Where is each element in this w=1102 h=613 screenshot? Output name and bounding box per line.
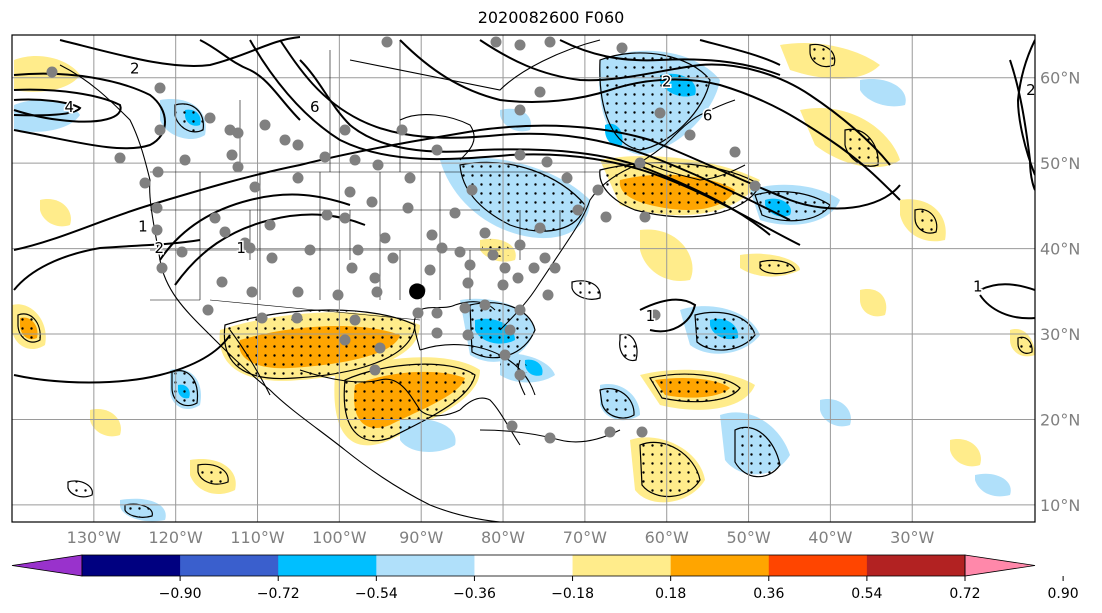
contour-label: 1 bbox=[646, 307, 656, 325]
contour-label: 2 bbox=[1026, 81, 1036, 99]
longitude-labels: 130°W 120°W 110°W 100°W 90°W 80°W 70°W 60°W 50°W… bbox=[67, 528, 935, 547]
highlighted-station bbox=[409, 283, 426, 300]
map-frame bbox=[11, 34, 1036, 523]
lat-tick-label: 10°N bbox=[1040, 496, 1080, 515]
colorbar-segment bbox=[670, 555, 770, 576]
colorbar-segment bbox=[82, 555, 181, 576]
colorbar-segment bbox=[768, 555, 868, 576]
graticule bbox=[12, 35, 1035, 522]
colorbar-segment bbox=[572, 555, 672, 576]
colorbar-tick-label: −0.54 bbox=[355, 586, 398, 602]
contour-label: 4 bbox=[65, 98, 75, 116]
contour-label: 6 bbox=[310, 98, 320, 116]
colorbar-tick-label: −0.18 bbox=[551, 586, 594, 602]
colorbar-segment bbox=[474, 555, 574, 576]
lon-tick-label: 50°W bbox=[726, 528, 770, 547]
colorbar-tick-label: 0.36 bbox=[753, 586, 784, 602]
contour-label: 2 bbox=[662, 72, 672, 90]
lat-tick-label: 60°N bbox=[1040, 69, 1080, 88]
colorbar-tick-label: 0.54 bbox=[851, 586, 882, 602]
lat-tick-label: 50°N bbox=[1040, 154, 1080, 173]
colorbar-segment bbox=[180, 555, 279, 576]
lon-tick-label: 90°W bbox=[399, 528, 443, 547]
colorbar: −0.90 −0.72 −0.54 −0.36 −0.18 0.18 0.36 0.54 0.7… bbox=[11, 554, 1079, 602]
colorbar-tick-label: 0.90 bbox=[1048, 586, 1079, 602]
significance-outlines bbox=[17, 43, 1033, 518]
colorbar-extend-high bbox=[964, 554, 1036, 577]
map-title: 2020082600 F060 bbox=[477, 8, 625, 27]
contour-label: 1 bbox=[973, 277, 983, 295]
colorbar-segment bbox=[376, 555, 475, 576]
colorbar-tick-label: −0.90 bbox=[159, 586, 202, 602]
lon-tick-label: 110°W bbox=[230, 528, 285, 547]
contour-label: 1 bbox=[236, 239, 246, 257]
colorbar-segment bbox=[278, 555, 377, 576]
colorbar-frame bbox=[81, 554, 966, 577]
colorbar-tick-label: −0.36 bbox=[453, 586, 496, 602]
colorbar-segment bbox=[866, 555, 966, 576]
contour-label: 2 bbox=[130, 59, 140, 77]
contour-label: 1 bbox=[138, 218, 148, 236]
lon-tick-label: 60°W bbox=[645, 528, 689, 547]
lat-tick-label: 30°N bbox=[1040, 325, 1080, 344]
lat-tick-label: 20°N bbox=[1040, 410, 1080, 429]
lon-tick-label: 100°W bbox=[312, 528, 367, 547]
colorbar-tick-label: 0.72 bbox=[949, 586, 980, 602]
colorbar-extend-low bbox=[11, 554, 83, 577]
contour-label: 6 bbox=[703, 106, 713, 124]
lat-tick-label: 40°N bbox=[1040, 240, 1080, 259]
station-markers bbox=[46, 36, 761, 444]
latitude-labels: 10°N 20°N 30°N 40°N 50°N 60°N bbox=[1040, 69, 1080, 515]
lon-tick-label: 30°W bbox=[890, 528, 934, 547]
colorbar-tick-label: 0.18 bbox=[655, 586, 686, 602]
lon-tick-label: 120°W bbox=[149, 528, 204, 547]
lon-tick-label: 130°W bbox=[67, 528, 122, 547]
lon-tick-label: 70°W bbox=[563, 528, 607, 547]
contour-lines bbox=[13, 36, 1035, 384]
lon-tick-label: 40°W bbox=[808, 528, 852, 547]
lon-tick-label: 80°W bbox=[481, 528, 525, 547]
colorbar-tick-label: −0.72 bbox=[257, 586, 300, 602]
contour-label: 2 bbox=[155, 239, 165, 257]
